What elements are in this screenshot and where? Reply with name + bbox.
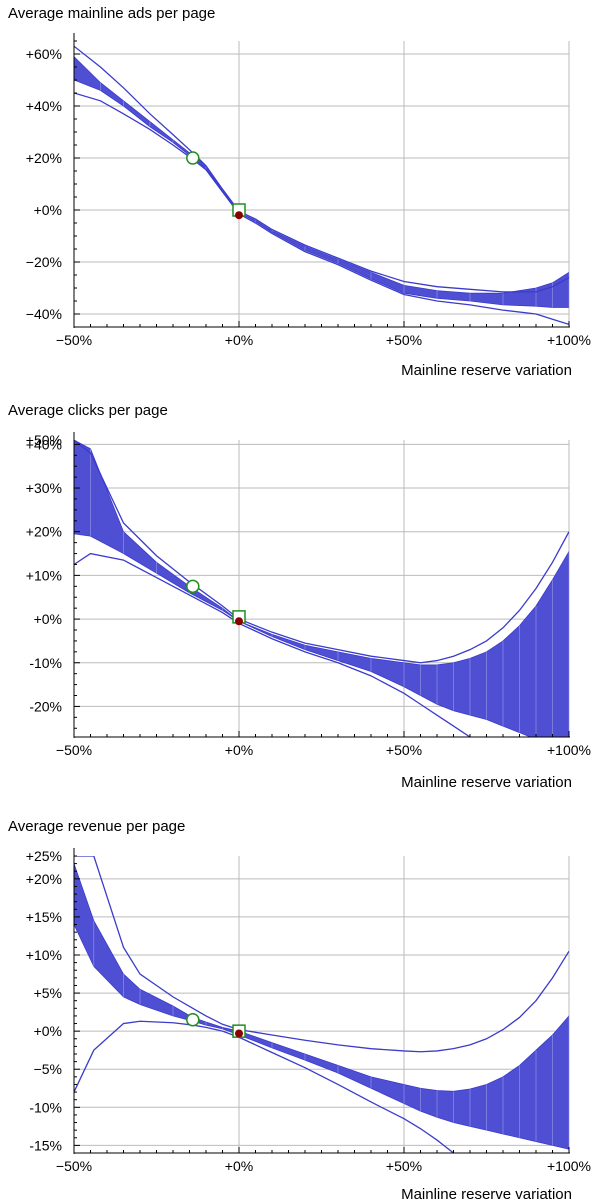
marker-filled-dot [235,617,243,626]
chart-panel-revenue: Average revenue per page −50% +0% +50% +100… [0,813,592,1203]
y-tick-label: +0% [34,1023,62,1039]
marker-open-circle [186,579,200,594]
plot-area [74,856,569,1153]
x-tick-label: +50% [386,742,422,758]
y-tick-label: +5% [34,985,62,1001]
x-tick-label: +0% [225,332,253,348]
confidence-band [74,863,569,1150]
chart-panel-mainline-ads: Average mainline ads per page −50% +0% +50… [0,0,592,395]
y-tick-label: +40% [26,98,62,114]
y-tick-label: -10% [29,655,62,671]
y-tick-label: −5% [34,1061,62,1077]
marker-open-circle [186,1012,200,1027]
y-tick-label: +20% [26,524,62,540]
chart-title: Average revenue per page [8,818,186,835]
plot-area [74,45,569,326]
marker-open-circle [186,151,200,165]
x-axis-label: Mainline reserve variation [401,1186,572,1203]
y-tick-label: +0% [34,202,62,218]
marker-filled-dot [235,1029,243,1038]
y-tick-label: −20% [26,254,62,270]
y-tick-label: −40% [26,306,62,322]
y-tick-label-top: +25% [26,848,62,864]
marker-filled-dot [235,211,243,220]
x-tick-label: +0% [225,1158,253,1174]
y-tick-label: +15% [26,909,62,925]
x-tick-label: +100% [547,332,591,348]
chart-title: Average mainline ads per page [8,5,216,22]
x-tick-label: −50% [56,1158,92,1174]
plot-area [74,440,569,737]
y-tick-label: +40% [26,436,62,452]
y-tick-label: +10% [26,947,62,963]
outer-lower-line [74,552,472,737]
y-tick-label: +0% [34,611,62,627]
x-tick-label: +50% [386,1158,422,1174]
x-tick-label: +100% [547,742,591,758]
outer-lower-line [74,92,569,326]
y-tick-label: +30% [26,480,62,496]
outer-upper-line [74,856,569,1053]
x-axis-label: Mainline reserve variation [401,774,572,791]
x-axis-label: Mainline reserve variation [401,362,572,379]
chart-svg-mainline-ads: −50% +0% +50% +100% +60% +40% +20% +0% −20% −40% M… [26,33,591,379]
confidence-band [74,56,569,308]
x-tick-label: +100% [547,1158,591,1174]
x-tick-label: −50% [56,742,92,758]
y-tick-label: -15% [29,1137,62,1153]
chart-title: Average clicks per page [8,402,168,419]
x-tick-label: −50% [56,332,92,348]
y-tick-label-top: +50% [26,432,62,448]
outer-upper-line [74,45,569,293]
outer-lower-line [74,1020,455,1153]
chart-svg-clicks: −50% +0% +50% +100% +40% +30% +20% +10% +0% -10% -… [26,432,591,791]
y-tick-label: -20% [29,698,62,714]
y-tick-label: -10% [29,1099,62,1115]
outer-upper-line [74,440,569,664]
y-tick-label: +20% [26,150,62,166]
chart-panel-clicks: Average clicks per page −50% +0% +50% +100%… [0,397,592,797]
chart-svg-revenue: −50% +0% +50% +100% +20% +15% +10% +5% +0% −5% -10… [26,848,591,1203]
y-tick-label: +60% [26,46,62,62]
y-tick-label: +20% [26,871,62,887]
x-tick-label: +0% [225,742,253,758]
x-tick-label: +50% [386,332,422,348]
y-tick-label: +10% [26,567,62,583]
